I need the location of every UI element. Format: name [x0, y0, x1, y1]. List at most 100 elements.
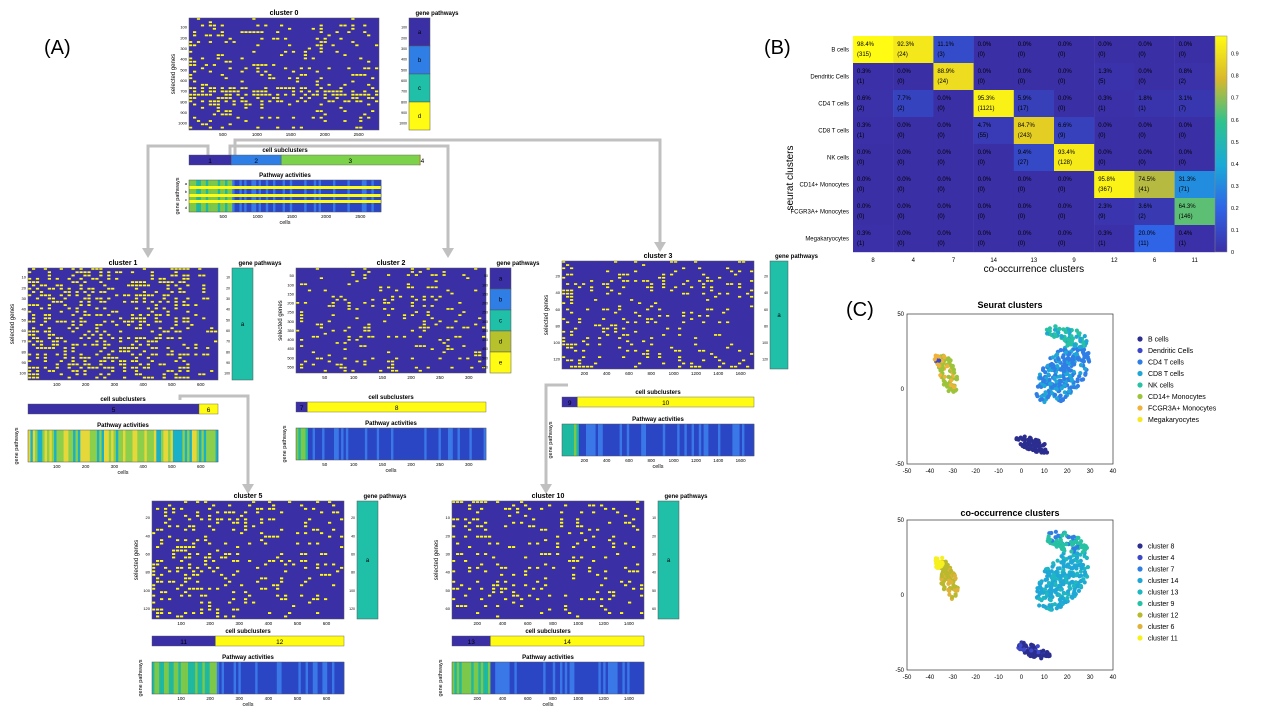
pathway-y-tick: 550	[482, 365, 488, 369]
scatter-point	[1072, 546, 1077, 551]
scatter-x-tick: 0	[1020, 469, 1024, 475]
y-tick-label: 70	[22, 339, 27, 344]
scatter-point	[1063, 394, 1068, 399]
subcluster-segment	[577, 396, 755, 408]
b-ylabel: seurat clusters	[785, 145, 796, 210]
matrix-cell	[1094, 225, 1135, 253]
scatter-point	[1059, 398, 1064, 403]
cell-count: (0)	[1018, 187, 1025, 193]
scatter-x-tick: -40	[926, 675, 935, 681]
matrix-cell	[853, 90, 894, 118]
legend-marker	[1137, 370, 1143, 377]
cell-percent: 95.8%	[1098, 177, 1116, 183]
x-tick-label: 600	[323, 621, 331, 626]
cell-count: (0)	[1179, 133, 1186, 139]
x-tick-label: 400	[139, 382, 147, 387]
scatter-point	[1078, 336, 1083, 342]
matrix-cell	[973, 171, 1014, 199]
x-tick-label: 400	[499, 621, 507, 626]
cell-percent: 20.0%	[1138, 231, 1156, 237]
legend-marker	[1137, 543, 1143, 549]
x-tick-label: 200	[581, 371, 589, 376]
x-tick-label: 500	[168, 382, 176, 387]
legend-label: cluster 8	[1148, 544, 1175, 551]
cell-count: (0)	[978, 187, 985, 193]
scatter-point	[1071, 572, 1076, 577]
cell-percent: 0.0%	[897, 204, 911, 210]
pathway-y-tick: 80	[764, 324, 768, 328]
y-tick-label: 60	[556, 307, 561, 312]
cell-percent: 0.0%	[1138, 123, 1152, 129]
cell-subclusters-label: cell subclusters	[368, 395, 414, 401]
heatmap-block-3: cluster 2 50 100 150 200 250 300 50 100 150 200 250…	[278, 260, 540, 474]
cell-count: (0)	[897, 214, 904, 220]
scatter-point	[1061, 579, 1066, 584]
matrix-cell	[1174, 144, 1215, 172]
heatmap-title: cluster 0	[270, 10, 299, 17]
matrix-cell	[973, 63, 1014, 91]
y-tick-label: 300	[287, 319, 294, 324]
subcluster-segment	[307, 401, 487, 413]
scatter-point	[1047, 326, 1052, 331]
tsne-plot-1: Seurat clusters -50 -40 -30 -20 -10 0 10 20 30 40 5…	[895, 300, 1216, 475]
y-tick-label: 40	[556, 290, 561, 295]
scatter-point	[1080, 550, 1085, 555]
x-tick-label: 1000	[573, 621, 584, 626]
scatter-point	[1047, 377, 1052, 382]
cell-count: (2)	[1179, 79, 1186, 85]
row-label: CD8 T cells	[818, 129, 849, 135]
cell-count: (0)	[1179, 52, 1186, 58]
scatter-point	[1085, 351, 1090, 356]
y-tick-label: 1000	[178, 121, 188, 126]
pathway-activities-label: Pathway activities	[222, 655, 274, 661]
connector-arrows	[146, 138, 662, 488]
pathway-letter: e	[499, 361, 503, 367]
pa-x-tick-label: 1200	[691, 458, 702, 463]
scatter-point	[1062, 530, 1067, 535]
panel-label-a: (A)	[44, 37, 71, 59]
matrix-cell	[893, 225, 934, 253]
colorbar-tick: 0.8	[1231, 74, 1239, 80]
y-tick-label: 500	[180, 67, 187, 72]
scatter-point	[1062, 390, 1067, 395]
matrix-cell	[893, 90, 934, 118]
pa-x-tick-label: 200	[407, 462, 415, 467]
scatter-point	[947, 592, 952, 597]
scatter-point	[1039, 587, 1044, 592]
pa-x-tick-label: 400	[603, 458, 611, 463]
matrix-cell	[1134, 90, 1175, 118]
legend-label: B cells	[1148, 337, 1169, 344]
matrix-cell	[933, 36, 974, 64]
legend-label: cluster 12	[1148, 613, 1178, 620]
pa-x-tick-label: 200	[206, 696, 214, 701]
matrix-cell	[853, 171, 894, 199]
pathway-activities-label: Pathway activities	[632, 417, 684, 423]
cell-subclusters-label: cell subclusters	[262, 148, 308, 154]
pa-x-tick-label: 500	[220, 214, 228, 219]
scatter-point	[932, 357, 937, 362]
pathway-activities-label: Pathway activities	[259, 173, 311, 179]
legend-label: CD8 T cells	[1148, 371, 1184, 378]
row-label: B cells	[831, 48, 849, 54]
pathway-y-tick: 50	[226, 318, 230, 322]
scatter-point	[1053, 392, 1058, 397]
gene-heatmap	[189, 18, 379, 130]
scatter-point	[1078, 569, 1083, 574]
cell-percent: 0.0%	[978, 177, 992, 183]
colorbar-tick: 0.1	[1231, 228, 1239, 234]
pathway-y-tick: 100	[762, 341, 768, 345]
x-tick-label: 200	[206, 621, 214, 626]
cells-label: cells	[385, 468, 396, 474]
matrix-cell	[893, 171, 934, 199]
pathway-y-tick: 60	[652, 607, 656, 611]
matrix-cell	[1174, 225, 1215, 253]
x-tick-label: 2500	[354, 132, 365, 137]
scatter-x-tick: 30	[1087, 469, 1094, 475]
cell-percent: 0.3%	[1098, 96, 1112, 102]
pa-x-tick-label: 2000	[321, 214, 332, 219]
colorbar-tick: 0.2	[1231, 206, 1239, 212]
pa-x-tick-label: 600	[625, 458, 633, 463]
cell-count: (0)	[978, 241, 985, 247]
y-tick-label: 80	[22, 349, 27, 354]
pathway-segment	[231, 267, 254, 381]
